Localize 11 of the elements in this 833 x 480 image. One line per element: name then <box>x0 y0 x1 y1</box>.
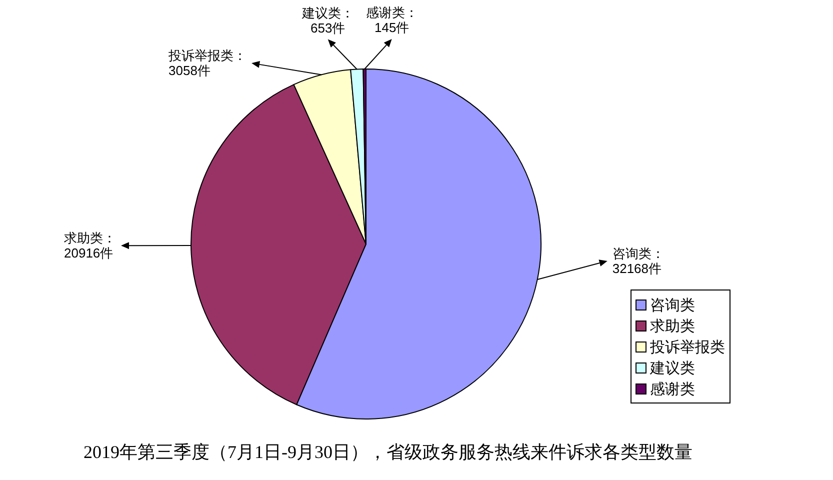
legend-label: 投诉举报类 <box>649 339 725 356</box>
data-label: 求助类：20916件 <box>64 230 116 261</box>
legend-label: 感谢类 <box>650 381 695 398</box>
legend-label: 咨询类 <box>650 297 695 314</box>
data-label: 投诉举报类：3058件 <box>168 48 247 78</box>
legend-label: 求助类 <box>650 318 695 335</box>
data-label: 建议类：653件 <box>300 5 354 36</box>
text: 2019年第三季度（7月1日-9月30日），省级政务服务热线来件诉求各类型数量 <box>84 442 692 462</box>
data-label: 咨询类：32168件 <box>612 246 664 276</box>
legend-label: 建议类 <box>649 360 695 377</box>
data-label: 感谢类：145件 <box>366 5 418 36</box>
